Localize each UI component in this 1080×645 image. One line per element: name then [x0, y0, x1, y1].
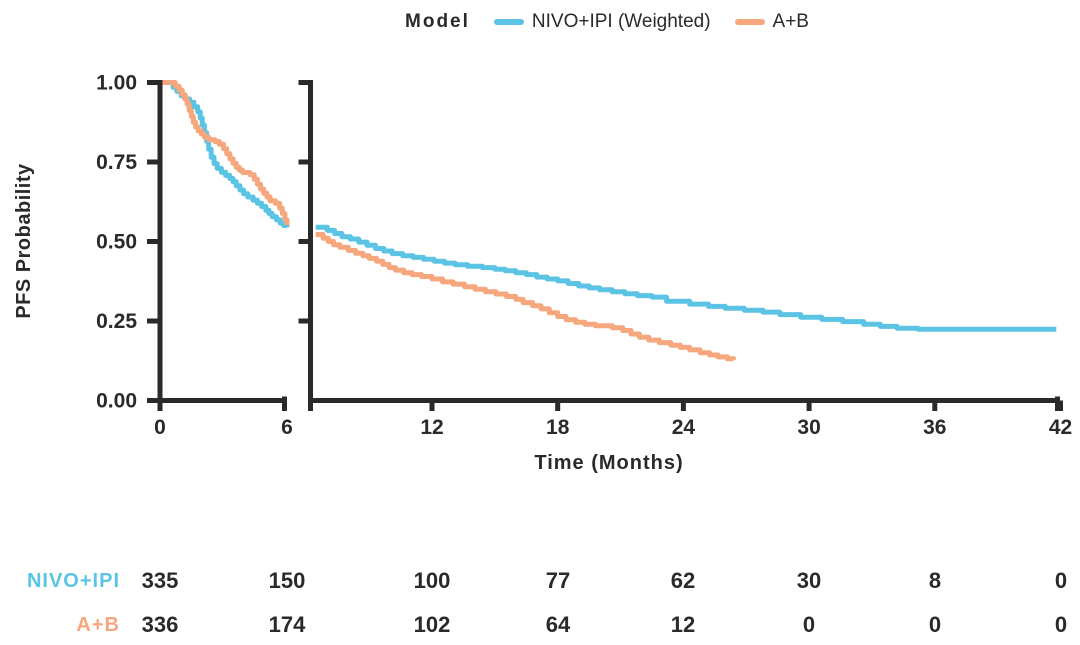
risk-value: 12: [670, 612, 696, 637]
risk-value: 8: [928, 568, 942, 593]
curve-panel1-nivo-ipi: [160, 80, 290, 229]
risk-row-nivo-ipi: NIVO+IPI 335 150 100 77 62 30 8 0: [0, 567, 1080, 595]
curve-panel2-a-b: [315, 232, 737, 362]
risk-value: 0: [1054, 568, 1068, 593]
legend-label-a-b: A+B: [772, 11, 809, 32]
x-tick-label: 36: [923, 416, 946, 439]
risk-value: 62: [670, 568, 696, 593]
x-tick-label: 6: [281, 416, 293, 439]
x-axis-title: Time (Months): [534, 452, 683, 474]
risk-row-label: NIVO+IPI: [26, 570, 120, 592]
survival-chart: 1.00 0.75 0.50 0.25 0.00 0 6 12 18 24 30 36 42 Time (…: [13, 72, 1072, 475]
risk-value: 0: [1054, 612, 1068, 637]
x-tick-label: 0: [154, 416, 166, 439]
nivo-ipi-line-swatch: [493, 19, 524, 25]
risk-value: 100: [413, 568, 451, 593]
x-tick-label: 18: [546, 416, 570, 439]
x-tick-label: 42: [1049, 416, 1072, 439]
risk-value: 174: [268, 612, 306, 637]
curve-panel1-a-b: [160, 80, 290, 225]
y-tick-label: 0.50: [96, 231, 137, 254]
x-tick-label: 24: [672, 416, 696, 439]
y-axis-title: PFS Probability: [13, 163, 35, 319]
risk-row-label: A+B: [76, 614, 120, 636]
y-tick-label: 0.00: [96, 390, 137, 413]
risk-value: 0: [928, 612, 942, 637]
x-tick-label: 30: [797, 416, 820, 439]
risk-value: 102: [413, 612, 451, 637]
legend-title: Model: [405, 11, 470, 32]
y-tick-label: 1.00: [96, 72, 137, 95]
risk-value: 77: [545, 568, 571, 593]
risk-value: 336: [141, 612, 179, 637]
x-tick-label: 12: [420, 416, 443, 439]
y-tick-label: 0.75: [96, 151, 137, 174]
legend-item-nivo-ipi: NIVO+IPI (Weighted): [493, 11, 711, 33]
risk-value: 64: [545, 612, 571, 637]
legend-label-nivo-ipi: NIVO+IPI (Weighted): [531, 11, 711, 32]
chart-legend: Model NIVO+IPI (Weighted) A+B: [405, 11, 809, 33]
risk-value: 0: [802, 612, 816, 637]
risk-value: 30: [796, 568, 822, 593]
legend-item-a-b: A+B: [734, 11, 809, 33]
risk-value: 335: [141, 568, 179, 593]
axes: [147, 80, 1063, 411]
a-b-line-swatch: [734, 19, 765, 25]
y-tick-label: 0.25: [96, 310, 137, 333]
risk-row-a-b: A+B 336 174 102 64 12 0 0 0: [0, 611, 1080, 639]
curve-panel2-nivo-ipi: [315, 224, 1057, 332]
risk-value: 150: [268, 568, 306, 593]
